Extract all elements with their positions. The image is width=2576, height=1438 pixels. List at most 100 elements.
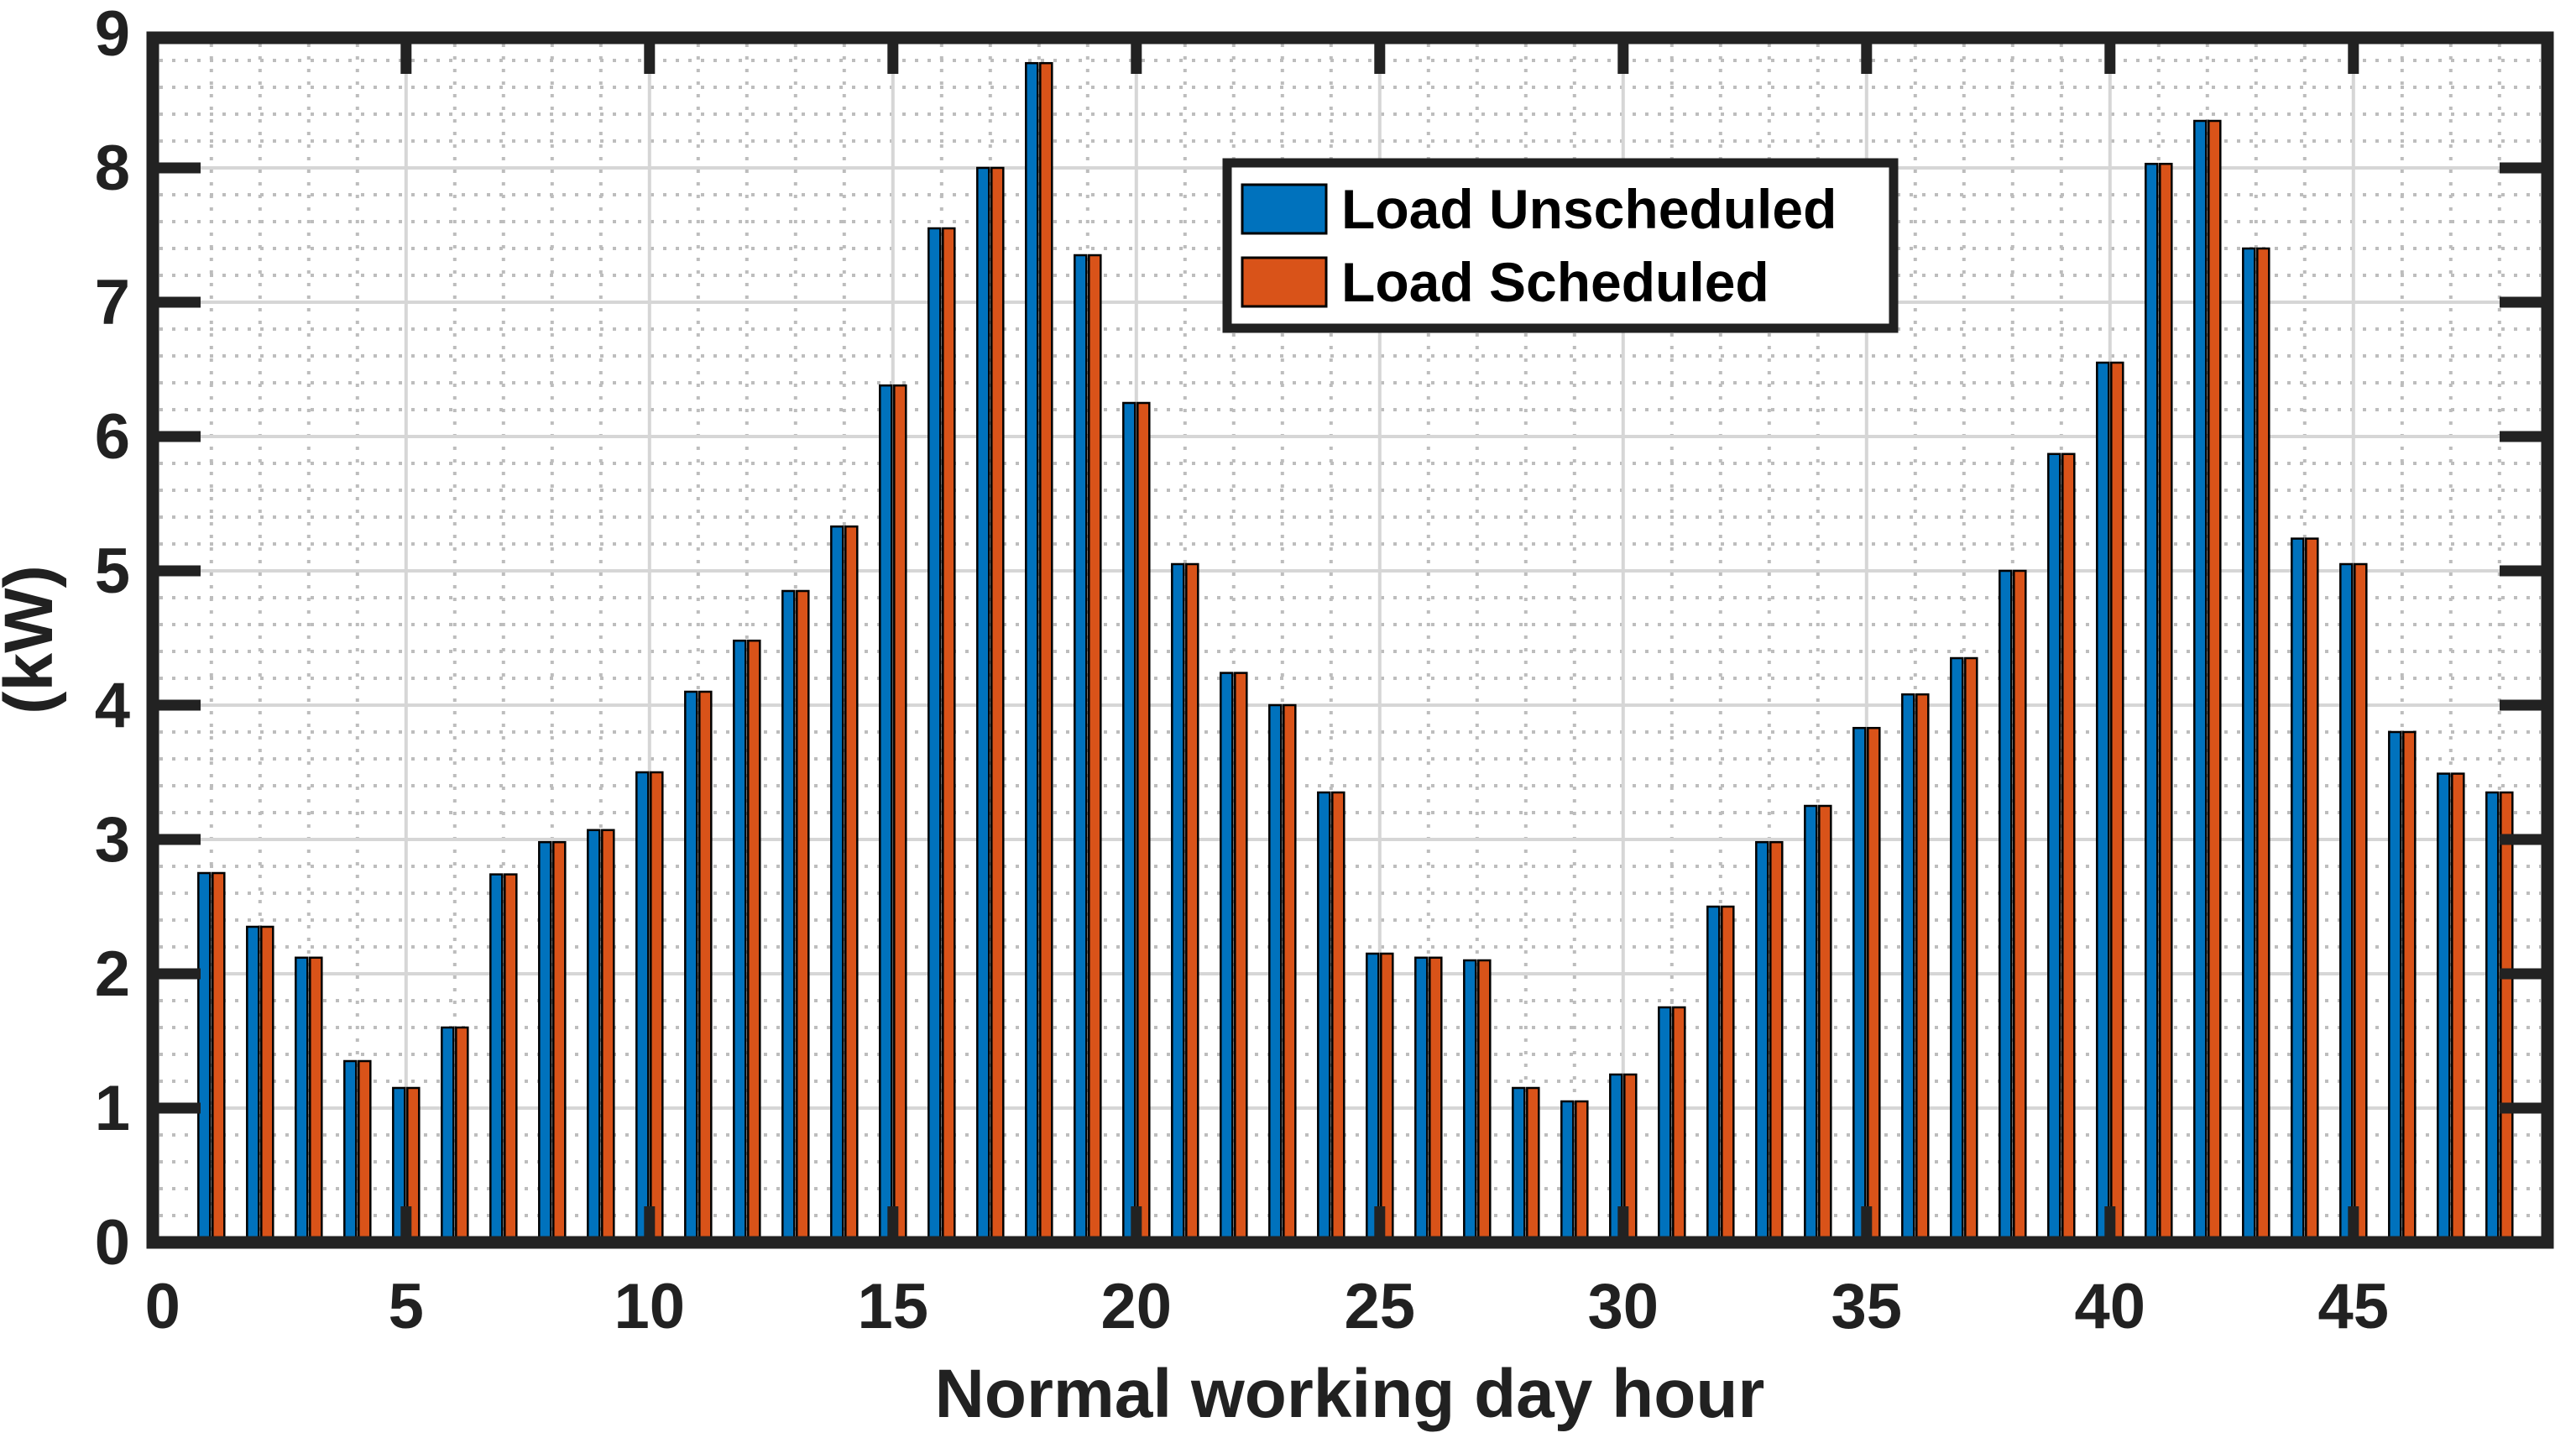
x-tick-top-20 (1131, 44, 1142, 74)
y-tick-label-4: 4 (95, 670, 130, 741)
x-tick-top-45 (2348, 44, 2359, 74)
bar-unscheduled-hour-46 (2388, 730, 2402, 1247)
bar-scheduled-hour-46 (2402, 730, 2417, 1247)
bar-scheduled-hour-24 (1331, 791, 1345, 1247)
bar-unscheduled-hour-9 (587, 829, 601, 1247)
legend-label-scheduled: Load Scheduled (1341, 251, 1769, 313)
bar-unscheduled-hour-24 (1317, 791, 1331, 1247)
y-tick-right-1 (2500, 1102, 2542, 1114)
bar-unscheduled-hour-36 (1901, 693, 1915, 1247)
x-tick-top-5 (400, 44, 412, 74)
y-tick-right-5 (2500, 565, 2542, 577)
bar-unscheduled-hour-15 (879, 384, 893, 1247)
bar-scheduled-hour-7 (504, 873, 518, 1247)
bar-unscheduled-hour-22 (1220, 672, 1234, 1247)
bar-scheduled-hour-37 (1964, 656, 1978, 1247)
x-tick-label-30: 30 (1588, 1271, 1659, 1342)
bar-unscheduled-hour-13 (781, 589, 796, 1247)
x-tick-label-25: 25 (1345, 1271, 1416, 1342)
y-tick-left-5 (159, 565, 201, 577)
y-tick-left-6 (159, 431, 201, 442)
bar-unscheduled-hour-32 (1706, 905, 1721, 1247)
bar-unscheduled-hour-23 (1268, 703, 1283, 1247)
bar-scheduled-hour-40 (2110, 361, 2124, 1247)
y-tick-right-7 (2500, 296, 2542, 308)
x-tick-bottom-40 (2104, 1206, 2116, 1237)
y-axis-label: (kW) (0, 565, 67, 714)
y-tick-label-9: 9 (95, 0, 130, 70)
bar-unscheduled-hour-3 (295, 956, 309, 1247)
bar-unscheduled-hour-2 (246, 925, 260, 1247)
bar-unscheduled-hour-48 (2485, 791, 2500, 1247)
bar-scheduled-hour-42 (2208, 119, 2222, 1247)
bar-unscheduled-hour-29 (1560, 1100, 1575, 1247)
bar-scheduled-hour-33 (1769, 840, 1784, 1247)
bar-scheduled-hour-47 (2451, 772, 2465, 1247)
bar-scheduled-hour-28 (1526, 1086, 1540, 1247)
legend-swatch-scheduled (1241, 256, 1328, 308)
bar-scheduled-hour-22 (1234, 672, 1248, 1247)
bar-scheduled-hour-43 (2256, 247, 2270, 1247)
x-tick-top-35 (1861, 44, 1873, 74)
bar-unscheduled-hour-21 (1171, 562, 1185, 1247)
x-tick-label-35: 35 (1831, 1271, 1903, 1342)
bar-unscheduled-hour-18 (1025, 61, 1039, 1247)
x-tick-label-5: 5 (389, 1271, 424, 1342)
bar-unscheduled-hour-47 (2437, 772, 2451, 1247)
bar-scheduled-hour-21 (1185, 562, 1199, 1247)
bar-scheduled-hour-41 (2159, 162, 2173, 1247)
x-tick-bottom-5 (400, 1206, 412, 1237)
bar-unscheduled-hour-20 (1122, 401, 1136, 1247)
x-tick-bottom-30 (1617, 1206, 1629, 1237)
bar-unscheduled-hour-7 (489, 873, 504, 1247)
x-tick-bottom-10 (644, 1206, 656, 1237)
y-tick-right-2 (2500, 968, 2542, 980)
bar-scheduled-hour-12 (747, 639, 761, 1247)
bar-scheduled-hour-4 (358, 1059, 372, 1247)
x-tick-top-10 (644, 44, 656, 74)
y-tick-label-0: 0 (95, 1207, 130, 1279)
bar-unscheduled-hour-40 (2096, 361, 2110, 1247)
y-tick-left-2 (159, 968, 201, 980)
bar-scheduled-hour-15 (893, 384, 907, 1247)
bar-unscheduled-hour-27 (1463, 959, 1477, 1247)
bar-scheduled-hour-18 (1039, 61, 1053, 1247)
x-tick-bottom-25 (1374, 1206, 1386, 1237)
bar-scheduled-hour-25 (1380, 952, 1394, 1247)
bar-scheduled-hour-20 (1136, 401, 1151, 1247)
bar-scheduled-hour-1 (212, 871, 226, 1247)
x-tick-top-30 (1617, 44, 1629, 74)
bar-scheduled-hour-13 (796, 589, 810, 1247)
y-tick-label-7: 7 (95, 267, 130, 338)
x-tick-label-10: 10 (614, 1271, 686, 1342)
bar-scheduled-hour-27 (1477, 959, 1492, 1247)
x-tick-bottom-45 (2348, 1206, 2359, 1237)
bar-scheduled-hour-16 (942, 227, 956, 1247)
legend: Load Unscheduled Load Scheduled (1222, 158, 1899, 333)
y-tick-label-6: 6 (95, 401, 130, 473)
x-tick-label-0: 0 (145, 1271, 180, 1342)
bar-scheduled-hour-45 (2354, 562, 2368, 1247)
x-tick-label-20: 20 (1101, 1271, 1173, 1342)
bar-unscheduled-hour-14 (830, 525, 844, 1247)
bar-series-group (197, 61, 2514, 1247)
bar-unscheduled-hour-4 (343, 1059, 358, 1247)
y-tick-label-1: 1 (95, 1073, 130, 1144)
bar-scheduled-hour-10 (650, 771, 664, 1247)
major-gridlines (159, 44, 2541, 1236)
y-tick-left-3 (159, 834, 201, 845)
bar-unscheduled-hour-26 (1414, 956, 1429, 1247)
bar-unscheduled-hour-44 (2291, 537, 2305, 1247)
bar-unscheduled-hour-43 (2242, 247, 2256, 1247)
bar-unscheduled-hour-33 (1755, 840, 1769, 1247)
bar-scheduled-hour-14 (844, 525, 859, 1247)
bar-unscheduled-hour-6 (441, 1026, 455, 1247)
bar-unscheduled-hour-25 (1366, 952, 1380, 1247)
y-tick-left-8 (159, 162, 201, 174)
y-tick-label-2: 2 (95, 939, 130, 1010)
bar-scheduled-hour-17 (990, 166, 1005, 1247)
x-tick-bottom-35 (1861, 1206, 1873, 1237)
bar-scheduled-hour-29 (1575, 1100, 1589, 1247)
